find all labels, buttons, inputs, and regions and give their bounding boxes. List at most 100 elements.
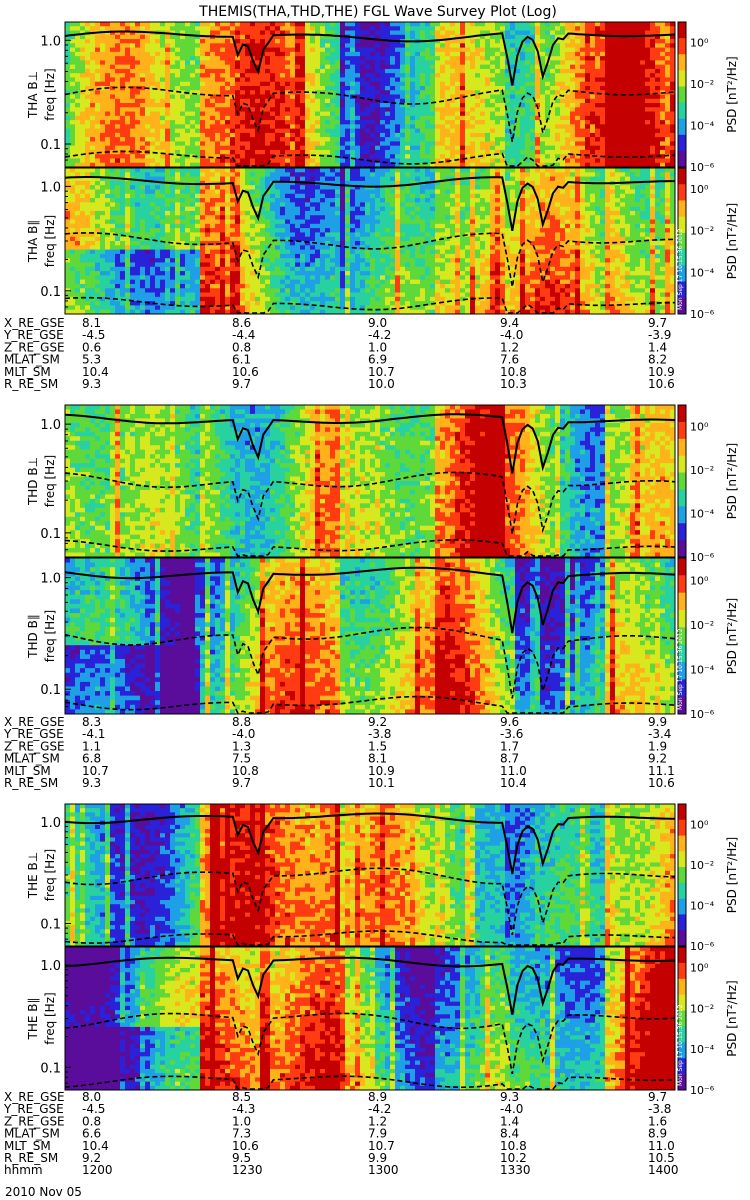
heatmap-cell	[515, 149, 521, 155]
heatmap-cell	[90, 176, 96, 182]
heatmap-cell	[80, 43, 86, 48]
heatmap-cell	[590, 22, 596, 27]
heatmap-cell	[495, 162, 501, 168]
heatmap-cell	[560, 34, 566, 40]
heatmap-cell	[480, 51, 486, 57]
heatmap-cell	[175, 202, 181, 208]
heatmap-cell	[110, 219, 116, 225]
heatmap-cell	[85, 94, 91, 100]
heatmap-cell	[80, 275, 86, 281]
heatmap-cell	[295, 149, 301, 155]
heatmap-cell	[510, 162, 516, 168]
heatmap-cell	[550, 56, 556, 61]
heatmap-cell	[285, 120, 291, 125]
heatmap-cell	[320, 149, 326, 155]
heatmap-cell	[285, 22, 291, 27]
heatmap-cell	[525, 145, 531, 151]
heatmap-cell	[125, 180, 131, 186]
heatmap-cell	[460, 73, 466, 78]
heatmap-cell	[180, 236, 186, 242]
heatmap-cell	[255, 115, 261, 121]
heatmap-cell	[640, 56, 646, 61]
heatmap-cell	[590, 85, 596, 91]
heatmap-cell	[330, 162, 336, 168]
heatmap-cell	[515, 81, 521, 87]
heatmap-cell	[115, 115, 121, 121]
heatmap-cell	[155, 180, 161, 186]
heatmap-cell	[180, 77, 186, 83]
heatmap-cell	[80, 77, 86, 83]
heatmap-cell	[550, 149, 556, 155]
heatmap-cell	[305, 94, 311, 100]
heatmap-cell	[500, 124, 506, 130]
heatmap-cell	[200, 107, 206, 112]
heatmap-cell	[165, 149, 171, 155]
heatmap-cell	[245, 124, 251, 130]
heatmap-cell	[365, 107, 371, 112]
heatmap-cell	[390, 77, 396, 83]
heatmap-cell	[630, 124, 636, 130]
heatmap-cell	[470, 22, 476, 27]
heatmap-cell	[455, 111, 461, 117]
heatmap-cell	[120, 73, 126, 78]
heatmap-cell	[80, 189, 86, 195]
heatmap-cell	[65, 51, 71, 57]
heatmap-cell	[170, 253, 176, 259]
heatmap-cell	[90, 189, 96, 195]
heatmap-cell	[485, 47, 491, 53]
heatmap-cell	[570, 34, 576, 40]
heatmap-cell	[655, 98, 661, 104]
heatmap-cell	[265, 30, 271, 36]
heatmap-cell	[105, 180, 111, 186]
heatmap-cell	[610, 90, 616, 95]
heatmap-cell	[605, 73, 611, 78]
heatmap-cell	[575, 34, 581, 40]
heatmap-cell	[115, 202, 121, 208]
heatmap-cell	[500, 85, 506, 91]
heatmap-cell	[490, 51, 496, 57]
heatmap-cell	[135, 232, 141, 238]
heatmap-cell	[545, 98, 551, 104]
heatmap-cell	[175, 39, 181, 44]
heatmap-cell	[215, 98, 221, 104]
heatmap-cell	[300, 128, 306, 134]
heatmap-cell	[95, 219, 101, 225]
heatmap-cell	[200, 145, 206, 151]
heatmap-cell	[85, 296, 91, 302]
heatmap-cell	[645, 115, 651, 121]
heatmap-cell	[440, 120, 446, 125]
heatmap-cell	[430, 124, 436, 130]
heatmap-cell	[460, 103, 466, 108]
heatmap-cell	[250, 132, 256, 138]
heatmap-cell	[295, 51, 301, 57]
heatmap-cell	[180, 185, 186, 190]
heatmap-cell	[355, 81, 361, 87]
heatmap-cell	[525, 64, 531, 70]
heatmap-cell	[275, 115, 281, 121]
heatmap-cell	[485, 98, 491, 104]
heatmap-cell	[110, 115, 116, 121]
heatmap-cell	[125, 149, 131, 155]
heatmap-cell	[80, 296, 86, 302]
heatmap-cell	[485, 107, 491, 112]
heatmap-cell	[185, 149, 191, 155]
heatmap-cell	[365, 90, 371, 95]
heatmap-cell	[110, 64, 116, 70]
heatmap-cell	[520, 34, 526, 40]
heatmap-cell	[380, 77, 386, 83]
heatmap-cell	[380, 103, 386, 108]
heatmap-cell	[90, 219, 96, 225]
heatmap-cell	[105, 249, 111, 255]
heatmap-cell	[145, 94, 151, 100]
heatmap-cell	[475, 64, 481, 70]
heatmap-cell	[80, 73, 86, 78]
heatmap-cell	[240, 90, 246, 95]
heatmap-cell	[480, 30, 486, 36]
heatmap-cell	[560, 154, 566, 159]
heatmap-cell	[270, 51, 276, 57]
heatmap-cell	[575, 43, 581, 48]
heatmap-cell	[175, 60, 181, 66]
heatmap-cell	[80, 158, 86, 164]
heatmap-cell	[610, 81, 616, 87]
heatmap-cell	[670, 141, 676, 147]
